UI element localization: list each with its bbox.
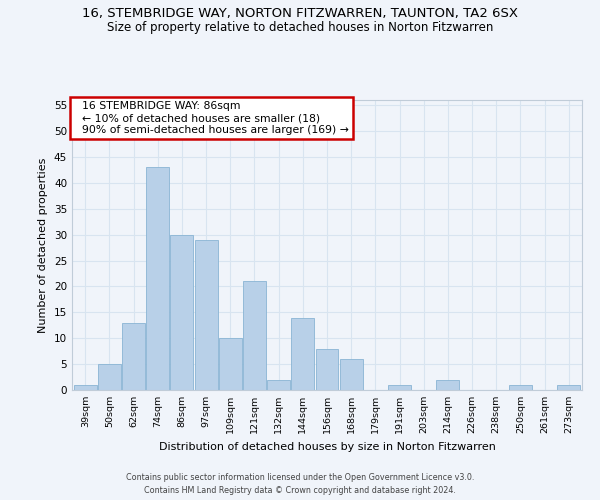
Text: Distribution of detached houses by size in Norton Fitzwarren: Distribution of detached houses by size … [158,442,496,452]
Bar [388,385,411,390]
Bar [98,364,121,390]
Text: 16, STEMBRIDGE WAY, NORTON FITZWARREN, TAUNTON, TA2 6SX: 16, STEMBRIDGE WAY, NORTON FITZWARREN, T… [82,8,518,20]
Bar [146,168,169,390]
Bar [436,380,460,390]
Y-axis label: Number of detached properties: Number of detached properties [38,158,49,332]
Bar [194,240,218,390]
Bar [557,385,580,390]
Bar [316,348,338,390]
Bar [219,338,242,390]
Text: Size of property relative to detached houses in Norton Fitzwarren: Size of property relative to detached ho… [107,21,493,34]
Bar [122,322,145,390]
Text: Contains HM Land Registry data © Crown copyright and database right 2024.: Contains HM Land Registry data © Crown c… [144,486,456,495]
Bar [243,281,266,390]
Bar [74,385,97,390]
Bar [340,359,362,390]
Bar [170,234,193,390]
Text: Contains public sector information licensed under the Open Government Licence v3: Contains public sector information licen… [126,472,474,482]
Text: 16 STEMBRIDGE WAY: 86sqm
  ← 10% of detached houses are smaller (18)
  90% of se: 16 STEMBRIDGE WAY: 86sqm ← 10% of detach… [74,102,349,134]
Bar [509,385,532,390]
Bar [267,380,290,390]
Bar [292,318,314,390]
